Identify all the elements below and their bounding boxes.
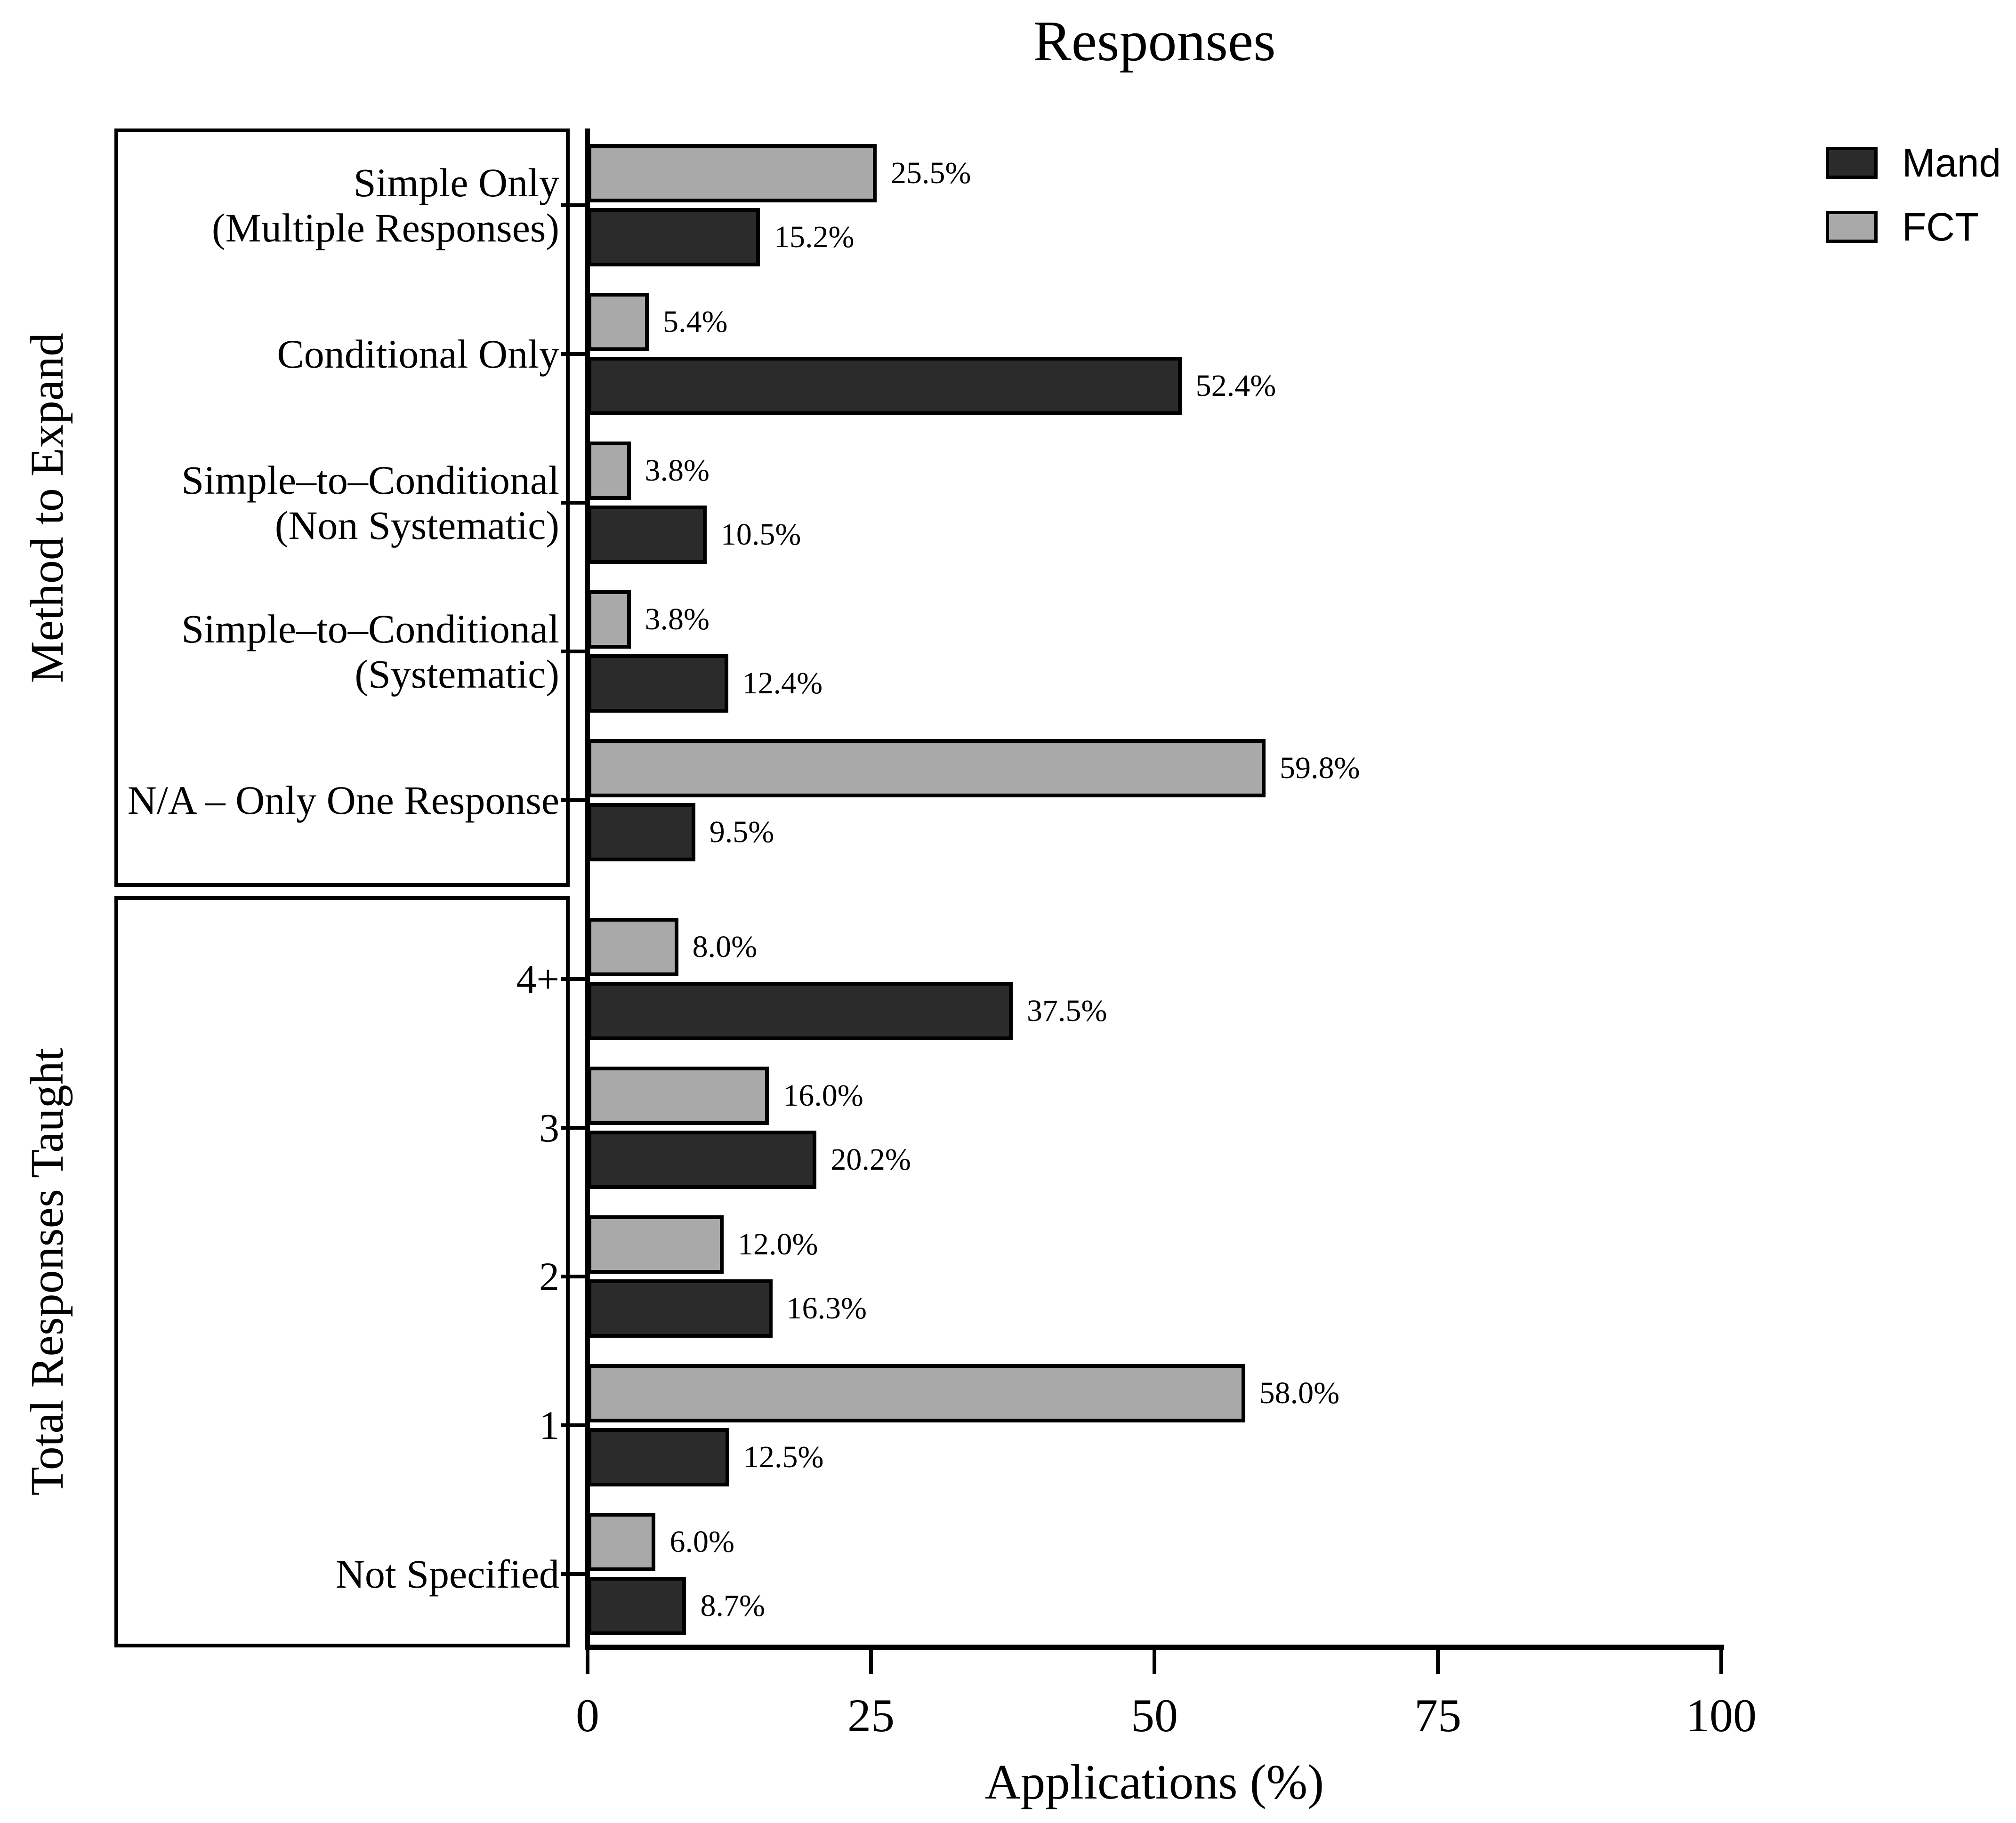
legend-row-fct: FCT	[1826, 203, 2001, 250]
category-tick	[561, 977, 588, 981]
value-label-fct: 25.5%	[891, 156, 971, 190]
category-label: Simple–to–Conditional (Systematic)	[181, 606, 559, 697]
category-tick	[561, 1572, 588, 1576]
bar-fct	[588, 442, 631, 500]
value-label-mand: 52.4%	[1195, 369, 1276, 403]
category-tick	[561, 1423, 588, 1427]
bar-fct	[588, 1364, 1245, 1422]
x-axis-tick-label: 50	[1131, 1689, 1178, 1742]
category-label: 3	[539, 1105, 559, 1150]
value-label-fct: 59.8%	[1279, 751, 1360, 785]
category-label: Not Specified	[335, 1551, 559, 1597]
category-tick	[561, 1126, 588, 1130]
value-label-mand: 12.5%	[743, 1440, 824, 1474]
bar-mand	[588, 654, 728, 713]
group-label-method-to-expand: Method to Expand	[21, 332, 73, 683]
value-label-mand: 15.2%	[774, 220, 855, 254]
category-label: 2	[539, 1254, 559, 1299]
category-tick	[561, 352, 588, 356]
category-label: Simple–to–Conditional (Non Systematic)	[181, 458, 559, 548]
group-box-total-responses-taught	[114, 896, 570, 1647]
group-label-total-responses-taught: Total Responses Taught	[21, 1048, 73, 1496]
x-axis-tick-label: 100	[1686, 1689, 1757, 1742]
x-axis-tick-label: 25	[847, 1689, 895, 1742]
bar-fct	[588, 918, 678, 976]
x-axis-tick	[1436, 1645, 1440, 1674]
category-tick	[561, 650, 588, 653]
value-label-mand: 20.2%	[831, 1142, 911, 1177]
category-tick	[561, 1275, 588, 1278]
x-axis-tick	[869, 1645, 873, 1674]
value-label-mand: 12.4%	[742, 666, 823, 700]
bar-fct	[588, 739, 1266, 797]
y-axis-line	[585, 128, 590, 1650]
bar-mand	[588, 208, 760, 266]
category-label: 1	[539, 1403, 559, 1448]
value-label-mand: 10.5%	[720, 517, 801, 552]
category-tick	[561, 798, 588, 802]
legend-swatch-mand-icon	[1826, 147, 1878, 179]
bar-fct	[588, 1215, 724, 1274]
category-label: N/A – Only One Response	[127, 778, 559, 823]
legend-label-mand: Mand	[1902, 141, 2001, 185]
bar-mand	[588, 982, 1013, 1040]
value-label-fct: 8.0%	[692, 930, 758, 964]
category-label: Conditional Only	[277, 331, 559, 377]
x-axis-title: Applications (%)	[984, 1754, 1324, 1809]
bar-fct	[588, 144, 877, 202]
value-label-fct: 3.8%	[645, 453, 710, 488]
value-label-fct: 3.8%	[645, 602, 710, 636]
bar-fct	[588, 293, 649, 351]
legend-label-fct: FCT	[1902, 205, 1979, 249]
legend: Mand FCT	[1826, 139, 2001, 267]
x-axis-tick	[1719, 1645, 1723, 1674]
value-label-mand: 16.3%	[786, 1291, 867, 1325]
bar-mand	[588, 1577, 686, 1635]
value-label-fct: 12.0%	[737, 1227, 818, 1261]
value-label-mand: 9.5%	[709, 815, 774, 849]
group-box-method-to-expand	[114, 128, 570, 887]
x-axis-tick-label: 0	[576, 1689, 599, 1742]
legend-swatch-fct-icon	[1826, 211, 1878, 243]
bar-mand	[588, 803, 695, 861]
bar-fct	[588, 1067, 769, 1125]
bar-fct	[588, 1513, 656, 1571]
bar-mand	[588, 357, 1182, 415]
bar-mand	[588, 1279, 773, 1338]
value-label-mand: 37.5%	[1027, 994, 1107, 1028]
x-axis-tick-label: 75	[1414, 1689, 1461, 1742]
category-tick	[561, 501, 588, 505]
x-axis-tick	[586, 1645, 589, 1674]
category-tick	[561, 203, 588, 207]
bar-fct	[588, 590, 631, 649]
value-label-mand: 8.7%	[700, 1589, 765, 1623]
bar-mand	[588, 506, 707, 564]
value-label-fct: 16.0%	[783, 1078, 863, 1113]
value-label-fct: 6.0%	[669, 1525, 734, 1559]
category-label: 4+	[516, 956, 559, 1002]
bar-mand	[588, 1131, 817, 1189]
value-label-fct: 58.0%	[1259, 1376, 1340, 1410]
bar-mand	[588, 1428, 729, 1486]
value-label-fct: 5.4%	[663, 305, 728, 339]
legend-row-mand: Mand	[1826, 139, 2001, 186]
chart-title: Responses	[1033, 9, 1276, 73]
category-label: Simple Only (Multiple Responses)	[211, 160, 559, 250]
x-axis-tick	[1153, 1645, 1156, 1674]
